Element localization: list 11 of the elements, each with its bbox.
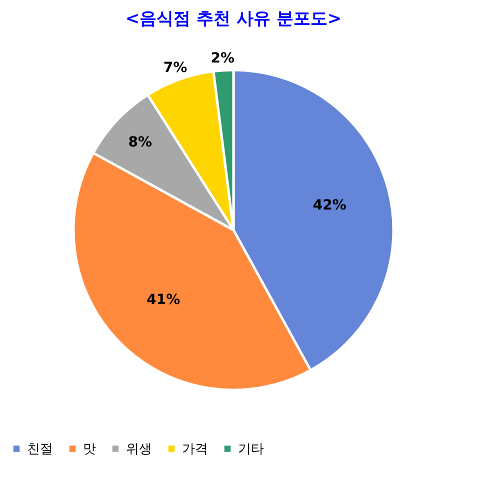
data-label: 41% bbox=[146, 292, 180, 308]
legend-label: 위생 bbox=[126, 442, 152, 457]
chart-title: <음식점 추천 사유 분포도> bbox=[125, 9, 342, 29]
data-label: 7% bbox=[163, 60, 188, 76]
legend-label: 맛 bbox=[83, 442, 96, 457]
legend-label: 가격 bbox=[182, 442, 208, 457]
data-label: 42% bbox=[312, 197, 346, 214]
data-label: 8% bbox=[128, 134, 152, 150]
data-label: 2% bbox=[210, 50, 235, 66]
legend-label: 기타 bbox=[238, 442, 264, 457]
legend-label: 친절 bbox=[27, 442, 53, 457]
